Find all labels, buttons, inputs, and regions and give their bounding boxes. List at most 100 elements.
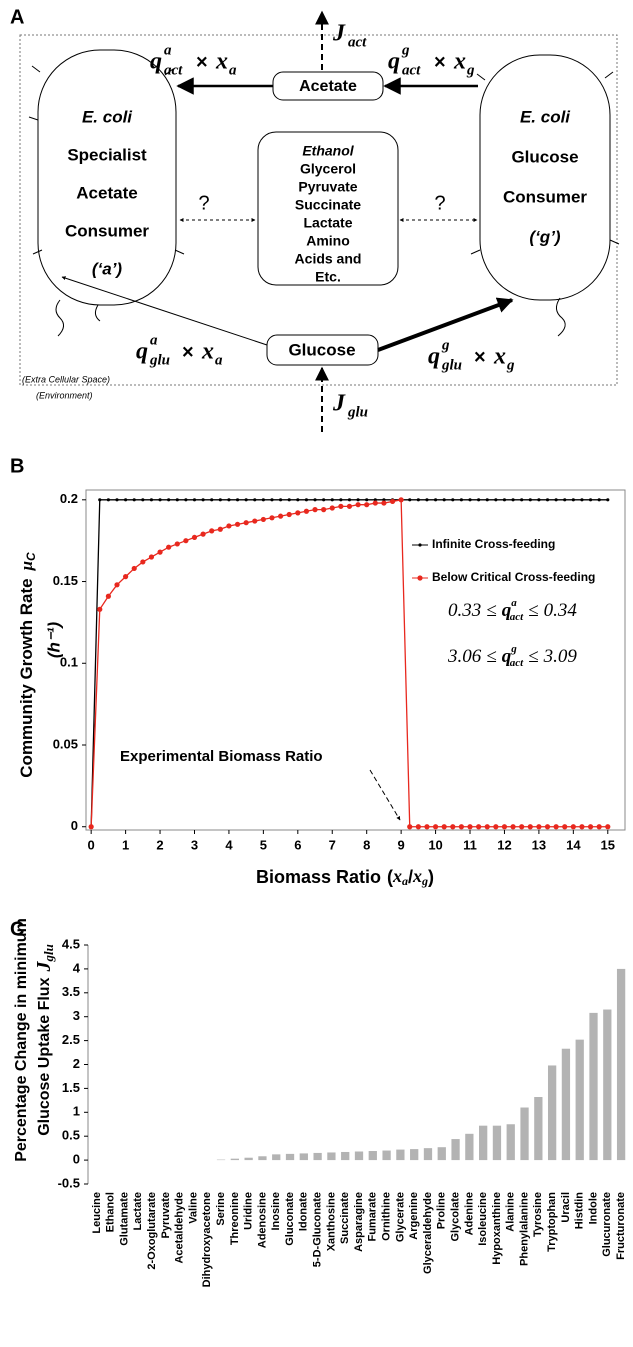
x-tick-label: 12 bbox=[497, 837, 511, 852]
x-tick-label: Gluconate bbox=[284, 1192, 296, 1246]
x-tick-label: Tyrosine bbox=[532, 1192, 544, 1237]
data-point bbox=[304, 498, 309, 502]
data-point bbox=[260, 516, 266, 523]
data-point bbox=[432, 824, 439, 830]
data-point bbox=[278, 498, 283, 502]
x-tick-label: Isoleucine bbox=[477, 1192, 489, 1246]
data-point bbox=[244, 498, 248, 502]
data-point bbox=[450, 824, 456, 830]
rate-times: × bbox=[196, 51, 208, 73]
data-point bbox=[347, 498, 352, 502]
rate-x: x bbox=[493, 344, 506, 370]
cell-text: Consumer bbox=[65, 221, 149, 240]
x-axis-expr: ) bbox=[428, 867, 434, 887]
rate-sub: act bbox=[164, 62, 183, 78]
panel-label: C bbox=[10, 918, 24, 940]
data-point bbox=[261, 498, 265, 502]
data-point bbox=[501, 824, 508, 830]
plot-frame bbox=[85, 489, 626, 831]
environment-label: (Environment) bbox=[36, 390, 93, 400]
data-point bbox=[270, 498, 274, 502]
constraint-hi: 0.34 bbox=[544, 600, 578, 621]
y-axis-label: Percentage Change in minimum bbox=[13, 918, 30, 1162]
constraint-sub: act bbox=[510, 611, 524, 623]
constraint-sub: act bbox=[510, 657, 524, 669]
cell-hairs bbox=[28, 65, 620, 255]
y-tick-label: 0.15 bbox=[53, 573, 78, 588]
data-point bbox=[563, 498, 567, 502]
data-point bbox=[243, 520, 249, 526]
y-axis-label: Community Growth Rate μC bbox=[17, 552, 38, 778]
x-tick-label: Serine bbox=[215, 1192, 227, 1226]
rate-q: q bbox=[150, 49, 162, 75]
x-tick-label: Inosine bbox=[270, 1192, 282, 1231]
data-point bbox=[321, 507, 327, 513]
data-point bbox=[519, 824, 525, 830]
data-point bbox=[485, 498, 489, 502]
cell-text: Glycerol bbox=[300, 161, 356, 177]
data-point bbox=[381, 500, 387, 506]
panel-label: B bbox=[10, 455, 24, 477]
bar bbox=[410, 1149, 419, 1161]
rate-xsub: g bbox=[466, 62, 475, 78]
x-tick-label: Adenosine bbox=[256, 1192, 268, 1248]
data-point bbox=[338, 503, 344, 509]
bar bbox=[589, 1012, 598, 1161]
rate-xsub: a bbox=[229, 62, 237, 78]
bar bbox=[258, 1156, 267, 1161]
data-point bbox=[226, 523, 232, 529]
x-tick-label: Glycolate bbox=[449, 1192, 461, 1242]
y-axis-label-text: Glucose Uptake Flux bbox=[36, 977, 53, 1135]
data-point bbox=[124, 498, 128, 502]
x-tick-label: Proline bbox=[436, 1192, 448, 1229]
bar bbox=[285, 1153, 295, 1161]
data-point bbox=[544, 824, 551, 830]
data-point bbox=[191, 534, 198, 541]
data-point bbox=[253, 498, 257, 502]
data-point bbox=[365, 498, 369, 502]
cell-text: E. coli bbox=[520, 107, 571, 126]
legend-marker bbox=[418, 543, 422, 547]
data-point bbox=[477, 498, 481, 502]
x-tick-label: Tryptophan bbox=[546, 1192, 558, 1252]
rate-sub: glu bbox=[441, 357, 462, 373]
rate-x: x bbox=[215, 49, 228, 75]
data-point bbox=[252, 518, 258, 524]
x-tick-label: 2 bbox=[156, 837, 163, 852]
y-axis-unit: (h⁻¹) bbox=[44, 621, 63, 658]
glucose-to-g-arrow bbox=[377, 297, 514, 352]
x-tick-label: Xanthosine bbox=[325, 1192, 337, 1251]
data-point bbox=[536, 824, 542, 830]
data-point bbox=[356, 498, 360, 502]
cell-text: E. coli bbox=[82, 107, 133, 126]
rate-q: q bbox=[136, 339, 148, 365]
bar bbox=[354, 1151, 364, 1161]
cell-text: Acids and bbox=[295, 251, 362, 267]
data-point bbox=[227, 498, 231, 502]
bar bbox=[299, 1153, 308, 1161]
y-tick-label: 0.1 bbox=[60, 655, 78, 670]
data-point bbox=[339, 498, 343, 502]
y-tick-label: 0.5 bbox=[62, 1128, 80, 1143]
data-point bbox=[408, 498, 412, 502]
data-point bbox=[570, 824, 576, 830]
x-axis-expr: ( bbox=[387, 867, 393, 887]
flux-subscript: act bbox=[348, 34, 367, 50]
x-tick-label: Fructuronate bbox=[615, 1192, 627, 1260]
data-point bbox=[157, 549, 163, 555]
constraint-hi: 3.09 bbox=[543, 646, 578, 667]
data-point bbox=[553, 824, 559, 830]
rate-sup: a bbox=[164, 42, 172, 58]
x-tick-label: 7 bbox=[329, 837, 336, 852]
data-point bbox=[562, 824, 568, 830]
data-point bbox=[175, 498, 179, 502]
data-point bbox=[141, 498, 145, 502]
constraint-lo: 3.06 bbox=[447, 646, 482, 667]
legend-label: Below Critical Cross-feeding bbox=[432, 570, 595, 584]
data-point bbox=[579, 824, 585, 830]
constraint-le: ≤ bbox=[528, 646, 538, 667]
data-point bbox=[115, 498, 119, 502]
bar bbox=[492, 1125, 502, 1161]
x-tick-label: 11 bbox=[463, 837, 477, 852]
